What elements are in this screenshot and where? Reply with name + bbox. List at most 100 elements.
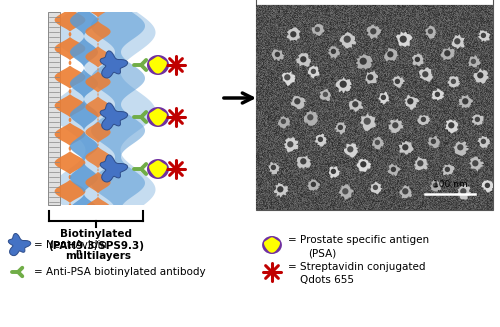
Circle shape <box>402 188 408 195</box>
Polygon shape <box>328 46 340 59</box>
Circle shape <box>307 114 314 120</box>
Bar <box>256 5 493 210</box>
Ellipse shape <box>147 159 169 179</box>
Circle shape <box>347 146 354 152</box>
Polygon shape <box>459 95 473 108</box>
Circle shape <box>330 169 336 174</box>
Circle shape <box>274 52 280 57</box>
Circle shape <box>444 50 450 57</box>
Polygon shape <box>54 12 86 205</box>
Ellipse shape <box>262 236 282 254</box>
Polygon shape <box>472 114 484 126</box>
Polygon shape <box>149 161 167 178</box>
Circle shape <box>428 29 433 34</box>
Polygon shape <box>412 54 424 66</box>
Polygon shape <box>430 180 442 192</box>
Circle shape <box>338 125 343 130</box>
Circle shape <box>430 139 436 144</box>
Polygon shape <box>414 157 429 170</box>
Ellipse shape <box>147 55 169 75</box>
Polygon shape <box>86 12 110 205</box>
Polygon shape <box>268 162 280 174</box>
Polygon shape <box>452 34 464 49</box>
Polygon shape <box>468 55 480 67</box>
Circle shape <box>480 139 486 144</box>
Polygon shape <box>278 116 290 129</box>
Polygon shape <box>388 164 400 177</box>
Polygon shape <box>469 157 484 172</box>
Polygon shape <box>360 113 376 131</box>
Polygon shape <box>149 57 167 74</box>
Circle shape <box>344 36 351 43</box>
Polygon shape <box>149 109 167 126</box>
Text: 100 nm: 100 nm <box>432 180 468 189</box>
Circle shape <box>470 59 476 64</box>
Circle shape <box>400 36 407 43</box>
Circle shape <box>414 57 420 62</box>
Polygon shape <box>474 68 488 84</box>
Bar <box>48 12 60 205</box>
Circle shape <box>360 58 367 65</box>
Polygon shape <box>384 48 398 61</box>
Polygon shape <box>274 183 288 198</box>
Circle shape <box>417 160 424 166</box>
Text: Biotinylated: Biotinylated <box>60 229 132 239</box>
Ellipse shape <box>147 107 169 127</box>
Polygon shape <box>478 136 490 148</box>
Polygon shape <box>432 88 444 101</box>
Text: = Anti-PSA biotinylated antibody: = Anti-PSA biotinylated antibody <box>34 267 206 277</box>
Circle shape <box>318 137 323 142</box>
Circle shape <box>434 92 440 97</box>
Polygon shape <box>284 137 298 152</box>
Circle shape <box>340 80 347 88</box>
Polygon shape <box>478 30 490 42</box>
Circle shape <box>370 28 376 34</box>
Polygon shape <box>282 71 296 86</box>
Circle shape <box>310 182 316 187</box>
Polygon shape <box>440 47 454 60</box>
Polygon shape <box>312 24 324 36</box>
Circle shape <box>310 69 316 74</box>
Circle shape <box>364 118 371 125</box>
Text: multilayers: multilayers <box>65 251 131 261</box>
Circle shape <box>394 79 400 84</box>
Polygon shape <box>398 141 413 155</box>
Polygon shape <box>457 184 471 200</box>
Polygon shape <box>428 136 440 148</box>
Polygon shape <box>400 185 412 198</box>
Polygon shape <box>308 65 320 78</box>
Polygon shape <box>372 137 384 150</box>
Circle shape <box>450 79 456 84</box>
Polygon shape <box>296 53 312 67</box>
Circle shape <box>432 183 438 188</box>
Polygon shape <box>272 49 284 61</box>
Circle shape <box>390 167 396 172</box>
Circle shape <box>372 185 378 190</box>
Polygon shape <box>100 51 128 78</box>
Circle shape <box>284 74 290 80</box>
Polygon shape <box>454 141 468 156</box>
Polygon shape <box>340 32 356 49</box>
Circle shape <box>380 95 386 100</box>
Polygon shape <box>445 119 458 134</box>
Circle shape <box>422 71 428 77</box>
Text: n: n <box>75 248 81 257</box>
Polygon shape <box>70 12 98 205</box>
Polygon shape <box>304 110 318 126</box>
Circle shape <box>462 98 468 104</box>
Polygon shape <box>307 179 320 191</box>
Polygon shape <box>100 155 128 182</box>
Circle shape <box>374 140 380 145</box>
Circle shape <box>472 160 478 166</box>
Circle shape <box>270 165 276 170</box>
Circle shape <box>277 186 283 193</box>
Text: (PAH9.3/SPS9.3): (PAH9.3/SPS9.3) <box>48 241 144 251</box>
Polygon shape <box>419 67 433 82</box>
Polygon shape <box>370 181 382 194</box>
Polygon shape <box>378 91 390 105</box>
Circle shape <box>294 98 300 104</box>
Polygon shape <box>349 98 364 112</box>
Circle shape <box>300 56 306 62</box>
Circle shape <box>477 72 484 78</box>
Circle shape <box>287 141 294 147</box>
